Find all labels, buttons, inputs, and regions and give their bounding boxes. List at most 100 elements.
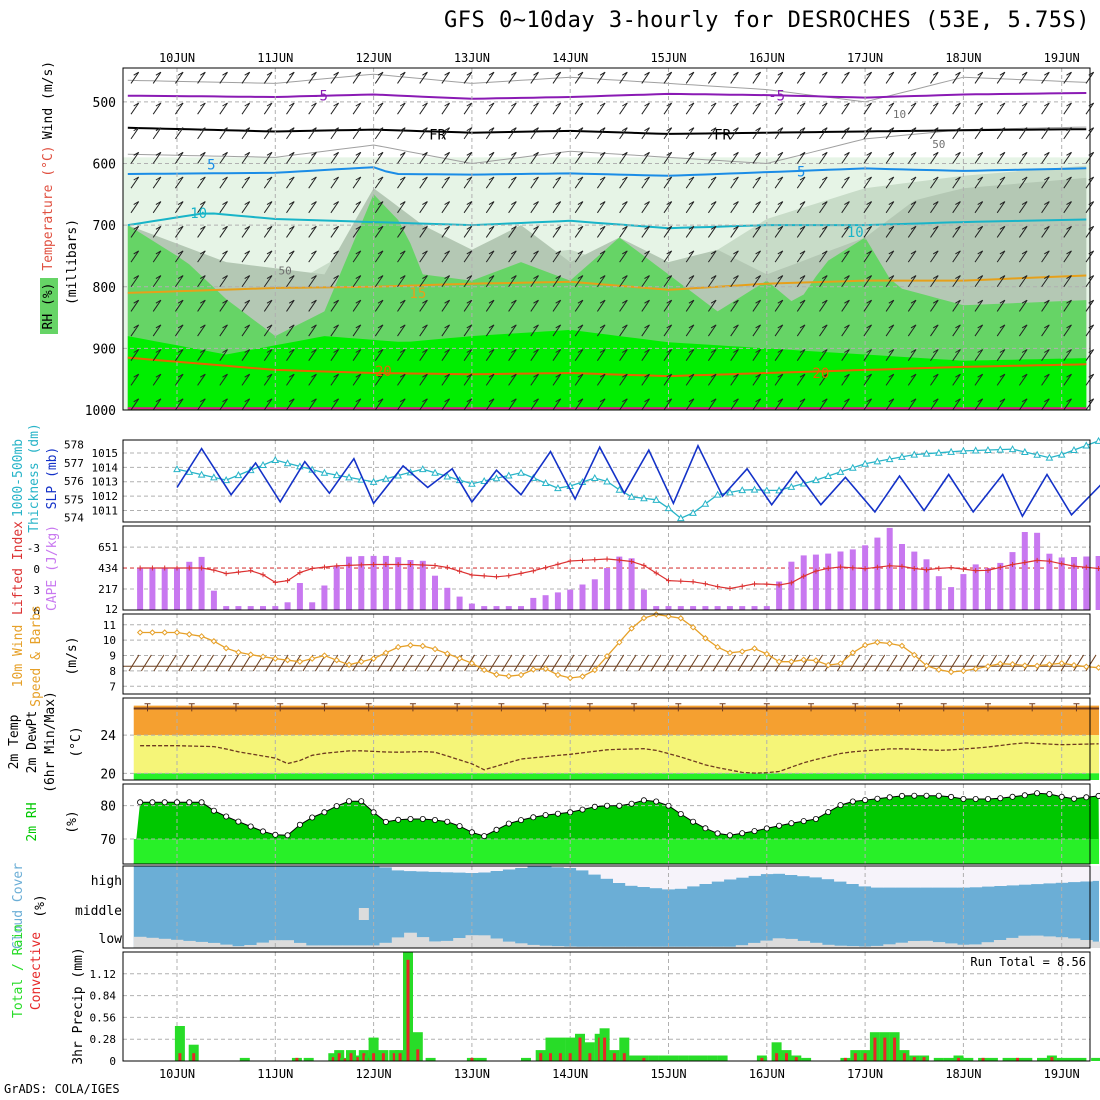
low-cloud-gap [551, 946, 565, 948]
temp-minmax-bar [984, 703, 991, 712]
wind-barb [1041, 127, 1050, 140]
wind-barb [174, 373, 184, 386]
wind-speed-point [1095, 664, 1100, 671]
wind-barb [263, 176, 273, 189]
precip-convective-bar [578, 1037, 582, 1061]
rh2m-point [481, 833, 488, 840]
precip-total-bar [697, 1055, 708, 1061]
thickness-point [922, 449, 931, 457]
thickness-point [431, 468, 439, 476]
low-cloud-gap [735, 945, 749, 948]
wind-barb [707, 349, 717, 361]
dewpoint-fill [133, 735, 1100, 774]
wind-barb [730, 324, 739, 337]
wind-barb [1063, 299, 1072, 312]
wind-barb [663, 324, 673, 337]
lifted-index-point [260, 572, 266, 578]
cape-bar [763, 606, 770, 610]
wind-speed-point [1033, 662, 1041, 670]
high-cloud-gap [772, 866, 786, 874]
wind-barb [397, 102, 406, 115]
cape-bar [739, 606, 746, 610]
wind-barb [152, 250, 162, 263]
temp-minmax-bar [1073, 703, 1080, 712]
wind-barb [663, 102, 673, 115]
wind-speed-point [468, 660, 476, 667]
thickness-point [554, 484, 562, 492]
top-date-label: 19JUN [1044, 51, 1080, 65]
wind-speed-point [235, 649, 242, 656]
wind-barb [819, 151, 828, 164]
wind-barb [1018, 127, 1028, 140]
high-cloud-gap [932, 866, 946, 888]
wind-barb [174, 299, 184, 312]
thickness-point [1020, 447, 1029, 455]
wind-barb [530, 127, 539, 140]
thickness-point [222, 476, 230, 484]
slp-thickness-border [122, 439, 1091, 523]
wind-barb [974, 102, 984, 115]
wind-speed-point [628, 625, 635, 632]
wind-barb [641, 324, 650, 337]
wind-barb [596, 71, 606, 84]
thickness-point [873, 457, 882, 465]
ylabel-cloud-cover: Cloud Cover [11, 863, 26, 949]
cape-bar [997, 562, 1004, 610]
precip-total-bar [545, 1037, 556, 1061]
high-cloud-gap [588, 866, 602, 875]
temp-minmax-bar [321, 703, 328, 712]
cape-bar [296, 583, 303, 610]
wind-barb [219, 127, 228, 140]
wind-speed-point [542, 665, 549, 672]
rh2m-point [653, 798, 660, 805]
wind-barb [774, 299, 784, 312]
wind-barb [574, 127, 584, 140]
ylabel-rh: RH (%) [41, 283, 56, 330]
wind-barb [819, 275, 828, 288]
cape-tick-label: 12 [105, 603, 118, 616]
precip-total-bar [1066, 1057, 1077, 1061]
wind-barb [685, 373, 695, 386]
thickness-tick-label: 578 [64, 439, 84, 452]
wind-barb [685, 275, 695, 288]
wind-speed-point [259, 653, 267, 660]
rh2m-point [849, 798, 856, 805]
high-cloud-gap [699, 866, 712, 884]
wind-barb [996, 349, 1006, 361]
lifted-index-point [432, 563, 438, 569]
lifted-index-point [1071, 563, 1077, 569]
wind-barb [1018, 102, 1028, 115]
thickness-point [541, 479, 550, 487]
wind-speed-point [788, 658, 795, 665]
wind-barb [863, 102, 873, 115]
rh2m-point [505, 820, 512, 827]
wind-barb [796, 201, 806, 214]
lifted-index-point [604, 556, 610, 562]
wind-barb [219, 176, 228, 189]
slp-tick-label: 1012 [92, 490, 119, 503]
thickness-point [345, 473, 353, 481]
wind-barb [530, 398, 539, 411]
wind-barb [1010, 654, 1022, 672]
middle-cloud-gap [358, 908, 369, 920]
wind-speed-point [554, 671, 562, 679]
wind-barb [130, 225, 140, 238]
wind-barb [174, 349, 184, 361]
low-cloud-gap [576, 946, 589, 948]
precip-convective-bar [612, 1053, 616, 1061]
thickness-point [959, 446, 968, 454]
cape-bar [800, 555, 807, 610]
wind-barb [352, 71, 362, 84]
high-cloud-gap [785, 866, 798, 875]
cape-bar [665, 606, 672, 610]
rh2m-point [358, 798, 365, 805]
precip-convective-bar [295, 1057, 299, 1061]
high-cloud-gap [711, 866, 725, 882]
precip-convective-bar [392, 1053, 396, 1061]
low-cloud-gap [342, 945, 356, 948]
wind-barb [641, 176, 650, 189]
lifted-index-point [518, 570, 524, 576]
thickness-point [1033, 450, 1041, 458]
precip-total-bar [425, 1057, 436, 1061]
wind-barb [374, 299, 384, 312]
